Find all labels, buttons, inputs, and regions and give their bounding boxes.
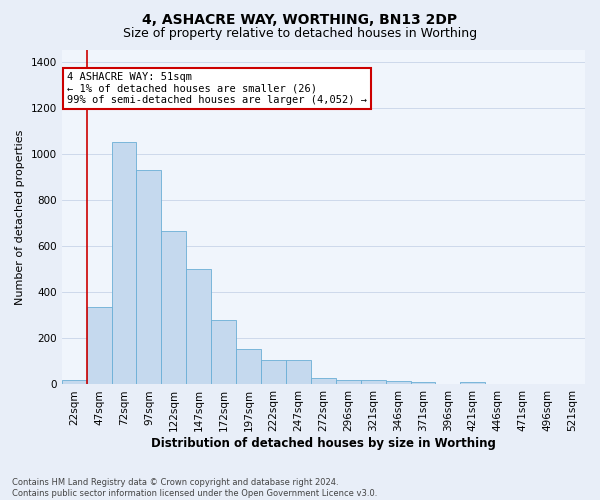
Bar — [112, 142, 136, 384]
Bar — [186, 269, 211, 384]
Text: 4, ASHACRE WAY, WORTHING, BN13 2DP: 4, ASHACRE WAY, WORTHING, BN13 2DP — [142, 12, 458, 26]
Text: Size of property relative to detached houses in Worthing: Size of property relative to detached ho… — [123, 28, 477, 40]
Bar — [236, 348, 261, 384]
Bar — [286, 360, 311, 384]
Bar — [460, 382, 485, 384]
Bar — [386, 381, 410, 384]
Bar — [410, 382, 436, 384]
Bar — [361, 380, 386, 384]
Bar — [136, 170, 161, 384]
Text: 4 ASHACRE WAY: 51sqm
← 1% of detached houses are smaller (26)
99% of semi-detach: 4 ASHACRE WAY: 51sqm ← 1% of detached ho… — [67, 72, 367, 105]
Bar — [62, 380, 86, 384]
Bar — [86, 307, 112, 384]
Bar — [211, 320, 236, 384]
X-axis label: Distribution of detached houses by size in Worthing: Distribution of detached houses by size … — [151, 437, 496, 450]
Bar — [336, 380, 361, 384]
Y-axis label: Number of detached properties: Number of detached properties — [15, 130, 25, 305]
Bar — [311, 378, 336, 384]
Text: Contains HM Land Registry data © Crown copyright and database right 2024.
Contai: Contains HM Land Registry data © Crown c… — [12, 478, 377, 498]
Bar — [261, 360, 286, 384]
Bar — [161, 231, 186, 384]
